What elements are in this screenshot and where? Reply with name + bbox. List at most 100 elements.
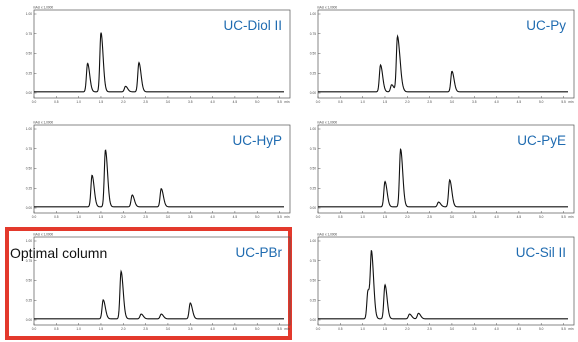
y-tick-label: 1.00: [26, 239, 32, 243]
y-tick-label: 1.00: [310, 12, 316, 16]
chromatogram-trace: [318, 250, 568, 320]
y-tick-label: 0.75: [310, 259, 316, 263]
column-name-label: UC-HyP: [233, 133, 283, 148]
y-tick-label: 0.25: [310, 298, 316, 302]
x-tick-label: 3.5: [472, 100, 477, 104]
chromatogram-trace: [34, 149, 284, 208]
y-tick-label: 0.50: [26, 167, 32, 171]
y-tick-label: 0.75: [26, 259, 32, 263]
x-tick-label: 4.0: [210, 100, 215, 104]
y-tick-label: 1.00: [310, 239, 316, 243]
x-tick-label: 3.0: [450, 215, 455, 219]
plot-frame: [317, 236, 575, 326]
y-unit-label: mAU x 1,0000: [33, 233, 53, 237]
x-tick-label: 2.0: [405, 100, 410, 104]
x-tick-label: 5.5: [561, 100, 566, 104]
y-tick-label: 0.25: [310, 71, 316, 75]
x-tick-label: 0.5: [338, 215, 343, 219]
y-tick-label: 1.00: [26, 12, 32, 16]
y-tick-label: 0.25: [26, 298, 32, 302]
x-tick-label: 5.0: [255, 100, 260, 104]
x-tick-label: 5.5: [277, 215, 282, 219]
x-tick-label: 2.5: [143, 215, 148, 219]
plot-frame: [33, 9, 291, 99]
x-tick-label: 4.0: [210, 215, 215, 219]
x-tick-label: 0.0: [316, 100, 321, 104]
y-tick-label: 0.00: [26, 91, 32, 95]
y-tick-label: 0.50: [310, 52, 316, 56]
plot-frame: [317, 124, 575, 214]
x-tick-label: 3.5: [188, 327, 193, 331]
x-tick-label: 1.0: [76, 100, 81, 104]
column-name-label: UC-Sil II: [516, 245, 566, 260]
x-unit-label: min: [284, 215, 289, 219]
column-name-label: UC-PyE: [517, 133, 566, 148]
x-tick-label: 3.5: [472, 215, 477, 219]
y-tick-label: 0.75: [310, 32, 316, 36]
chromatogram-trace: [318, 34, 568, 93]
x-tick-label: 0.0: [316, 327, 321, 331]
x-unit-label: min: [568, 100, 573, 104]
y-tick-label: 0.50: [310, 167, 316, 171]
x-tick-label: 1.5: [383, 327, 388, 331]
y-tick-label: 0.25: [26, 186, 32, 190]
x-tick-label: 2.0: [121, 100, 126, 104]
x-tick-label: 1.5: [99, 215, 104, 219]
x-tick-label: 3.0: [450, 327, 455, 331]
x-tick-label: 3.5: [472, 327, 477, 331]
x-tick-label: 2.5: [427, 215, 432, 219]
y-tick-label: 0.00: [310, 91, 316, 95]
x-tick-label: 5.0: [539, 215, 544, 219]
x-tick-label: 3.0: [166, 100, 171, 104]
x-tick-label: 5.5: [561, 327, 566, 331]
x-tick-label: 0.5: [338, 100, 343, 104]
x-tick-label: 5.0: [539, 327, 544, 331]
x-tick-label: 2.0: [405, 215, 410, 219]
y-unit-label: mAU x 1,0000: [317, 6, 337, 10]
x-tick-label: 4.5: [517, 100, 522, 104]
x-tick-label: 1.5: [383, 100, 388, 104]
x-tick-label: 4.5: [517, 327, 522, 331]
x-tick-label: 0.5: [338, 327, 343, 331]
x-tick-label: 4.0: [494, 327, 499, 331]
x-tick-label: 0.0: [32, 215, 37, 219]
y-unit-label: mAU x 1,0000: [33, 6, 53, 10]
column-name-label: UC-PBr: [236, 245, 283, 260]
x-unit-label: min: [284, 327, 289, 331]
x-unit-label: min: [284, 100, 289, 104]
x-tick-label: 0.5: [54, 215, 59, 219]
x-tick-label: 3.5: [188, 215, 193, 219]
y-tick-label: 0.00: [310, 318, 316, 322]
plot-frame: [317, 9, 575, 99]
x-tick-label: 1.5: [383, 215, 388, 219]
x-tick-label: 5.5: [561, 215, 566, 219]
column-name-label: UC-Diol II: [223, 18, 282, 33]
x-tick-label: 1.0: [360, 100, 365, 104]
x-tick-label: 1.0: [360, 215, 365, 219]
x-tick-label: 3.5: [188, 100, 193, 104]
chromatogram-trace: [318, 147, 568, 208]
y-tick-label: 0.25: [310, 186, 316, 190]
plot-frame: [33, 236, 291, 326]
x-tick-label: 4.5: [233, 100, 238, 104]
y-unit-label: mAU x 1,0000: [33, 121, 53, 125]
x-tick-label: 3.0: [450, 100, 455, 104]
y-tick-label: 0.75: [26, 32, 32, 36]
y-unit-label: mAU x 1,0000: [317, 121, 337, 125]
y-tick-label: 0.25: [26, 71, 32, 75]
x-tick-label: 5.5: [277, 100, 282, 104]
x-tick-label: 5.0: [255, 327, 260, 331]
x-unit-label: min: [568, 327, 573, 331]
y-tick-label: 0.75: [26, 147, 32, 151]
x-tick-label: 0.5: [54, 327, 59, 331]
x-tick-label: 5.5: [277, 327, 282, 331]
y-tick-label: 0.75: [310, 147, 316, 151]
x-tick-label: 3.0: [166, 327, 171, 331]
x-tick-label: 3.0: [166, 215, 171, 219]
x-tick-label: 4.0: [210, 327, 215, 331]
